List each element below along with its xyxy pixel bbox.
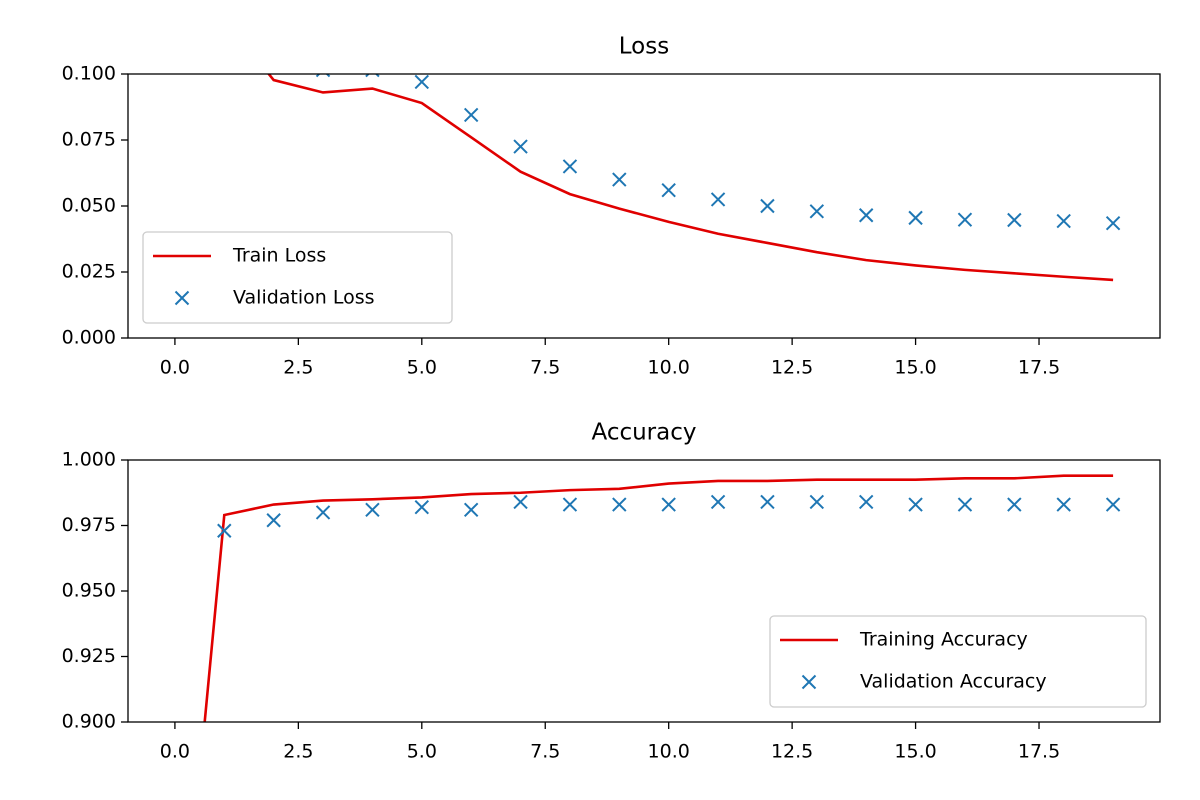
y-tick-label: 0.000 bbox=[62, 327, 116, 349]
x-tick-label: 10.0 bbox=[648, 357, 690, 379]
marker bbox=[612, 172, 627, 187]
marker bbox=[809, 494, 825, 510]
marker bbox=[513, 494, 528, 510]
legend: Training Accuracy Validation Accuracy bbox=[769, 615, 1147, 708]
x-tick-label: 2.5 bbox=[283, 357, 313, 379]
x-tick-label: 12.5 bbox=[771, 741, 813, 763]
marker bbox=[217, 523, 232, 538]
legend-box bbox=[769, 615, 1147, 708]
marker bbox=[908, 497, 923, 512]
y-tick-label: 0.100 bbox=[62, 63, 116, 85]
y-tick-label: 0.925 bbox=[62, 645, 116, 667]
x-tick-label: 7.5 bbox=[530, 357, 560, 379]
marker bbox=[463, 502, 479, 517]
x-tick-label: 17.5 bbox=[1018, 357, 1060, 379]
y-tick-label: 0.975 bbox=[62, 514, 116, 536]
marker bbox=[760, 494, 775, 510]
x-tick-label: 15.0 bbox=[894, 741, 936, 763]
marker bbox=[760, 198, 775, 214]
line-series bbox=[267, 74, 1114, 282]
x-tick-label: 0.0 bbox=[160, 357, 190, 379]
x-tick-label: 5.0 bbox=[407, 357, 437, 379]
legend-label: Train Loss bbox=[232, 245, 326, 267]
marker bbox=[957, 497, 973, 512]
y-tick-label: 1.000 bbox=[62, 449, 116, 471]
marker bbox=[513, 139, 528, 154]
legend-swatch bbox=[801, 674, 817, 690]
axes-frame bbox=[127, 73, 1161, 339]
x-tick-label: 2.5 bbox=[283, 741, 313, 763]
marker bbox=[1105, 497, 1121, 512]
marker bbox=[858, 208, 874, 223]
marker bbox=[809, 204, 825, 219]
legend-swatch bbox=[174, 290, 190, 306]
y-tick-label: 0.900 bbox=[62, 711, 116, 733]
legend: Train Loss Validation Loss bbox=[142, 231, 453, 324]
y-tick-label: 0.050 bbox=[62, 195, 116, 217]
marker bbox=[858, 494, 874, 510]
y-tick-label: 0.025 bbox=[62, 261, 116, 283]
marker bbox=[957, 212, 973, 227]
marker bbox=[315, 505, 331, 520]
marker bbox=[710, 192, 726, 207]
x-tick-label: 0.0 bbox=[160, 741, 190, 763]
marker bbox=[710, 494, 726, 510]
marker bbox=[267, 41, 280, 54]
line-series bbox=[203, 474, 1114, 722]
legend-label: Validation Loss bbox=[233, 287, 375, 309]
marker bbox=[1056, 213, 1071, 229]
legend-label: Validation Accuracy bbox=[860, 671, 1047, 693]
marker bbox=[661, 497, 676, 512]
x-tick-label: 10.0 bbox=[648, 741, 690, 763]
chart-title: Loss bbox=[619, 34, 669, 60]
y-tick-label: 0.950 bbox=[62, 580, 116, 602]
marker bbox=[463, 107, 479, 123]
legend-label: Training Accuracy bbox=[859, 629, 1028, 651]
marker bbox=[908, 210, 923, 226]
plot-area bbox=[168, 474, 1121, 781]
marker bbox=[562, 159, 578, 174]
x-tick-label: 5.0 bbox=[407, 741, 437, 763]
marker bbox=[168, 768, 181, 781]
marker bbox=[266, 513, 281, 528]
x-tick-label: 7.5 bbox=[530, 741, 560, 763]
x-tick-label: 12.5 bbox=[771, 357, 813, 379]
legend-box bbox=[142, 231, 453, 324]
marker bbox=[1105, 215, 1121, 231]
chart-title: Accuracy bbox=[591, 420, 696, 446]
marker bbox=[661, 182, 676, 198]
plot-area bbox=[218, 0, 1121, 282]
marker bbox=[414, 74, 430, 90]
marker bbox=[218, 0, 231, 1]
marker bbox=[1007, 212, 1022, 228]
x-tick-label: 17.5 bbox=[1018, 741, 1060, 763]
x-tick-label: 15.0 bbox=[894, 357, 936, 379]
marker bbox=[612, 497, 627, 512]
marker bbox=[562, 497, 578, 512]
marker bbox=[365, 502, 380, 517]
y-tick-label: 0.075 bbox=[62, 129, 116, 151]
marker bbox=[414, 499, 430, 515]
marker bbox=[1056, 497, 1071, 512]
axes-frame bbox=[127, 459, 1161, 723]
marker bbox=[1007, 497, 1022, 512]
